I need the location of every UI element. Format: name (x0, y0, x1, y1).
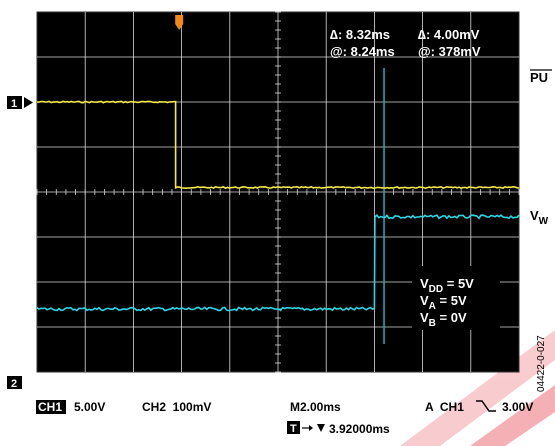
at-volt-readout: @: 378mV (418, 44, 481, 59)
timebase: M2.00ms (290, 400, 341, 414)
svg-text:PU: PU (530, 70, 548, 85)
falling-edge-icon (476, 400, 496, 412)
ch2-marker: 2 (7, 376, 22, 390)
svg-text:1: 1 (11, 98, 17, 110)
svg-text:2: 2 (11, 378, 17, 390)
vb-condition: VB = 0V (420, 310, 467, 329)
test-conditions: VDD = 5V VA = 5V VB = 0V (412, 266, 500, 330)
trigger-marker-tip (175, 24, 184, 30)
delta-time-readout: ∆: 8.32ms (330, 27, 390, 42)
trigger-marker-body (175, 15, 184, 24)
series-1-trace (36, 100, 520, 190)
trigger-position: 3.92000ms (329, 422, 390, 436)
trigger-tag: T (290, 423, 297, 435)
trigger-level: 3.00V (502, 400, 533, 414)
ch1-marker: 1 (7, 96, 33, 110)
trigger-position-marker (175, 15, 184, 30)
trigger-source: A CH1 (425, 400, 464, 414)
ch2-scale: CH2 100mV (142, 400, 211, 414)
vw-label: VW (530, 208, 549, 227)
pu-label: PU (530, 69, 552, 85)
vdd-condition: VDD = 5V (420, 276, 474, 295)
ch1-tag: CH1 (38, 400, 62, 414)
traces (36, 68, 520, 344)
figure-id: 04422-0-027 (536, 335, 547, 392)
arrow-right-icon (302, 425, 313, 431)
status-bar: CH1 5.00V CH2 100mV M2.00ms A CH1 3.00V … (36, 400, 533, 436)
triangle-down-icon (317, 424, 325, 432)
at-time-readout: @: 8.24ms (330, 44, 395, 59)
delta-volt-readout: ∆: 4.00mV (418, 27, 480, 42)
ch1-scale: 5.00V (74, 400, 105, 414)
va-condition: VA = 5V (420, 293, 467, 312)
series-2-trace (36, 214, 520, 312)
